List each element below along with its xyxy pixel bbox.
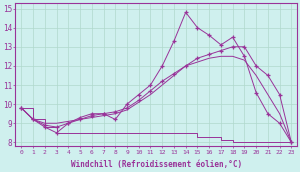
X-axis label: Windchill (Refroidissement éolien,°C): Windchill (Refroidissement éolien,°C)	[71, 160, 242, 169]
